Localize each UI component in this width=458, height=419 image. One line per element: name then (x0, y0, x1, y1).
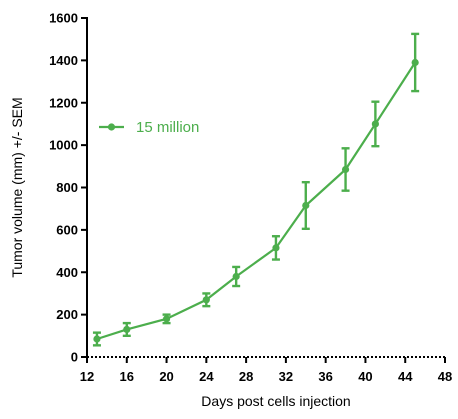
data-point (162, 315, 171, 323)
data-point (93, 335, 101, 343)
y-tick-label: 1200 (49, 95, 78, 110)
x-tick-label: 12 (80, 369, 94, 384)
data-point (202, 296, 210, 304)
y-tick-label: 800 (56, 180, 78, 195)
x-tick-label: 32 (279, 369, 293, 384)
series-line (96, 61, 417, 341)
axes: 0 200 400 600 800 1000 1200 1400 1600 12 16 20 24 28 3… (49, 11, 452, 385)
series-layer (92, 32, 420, 347)
y-axis-title: Tumor volume (mm) +/- SEM (9, 97, 25, 277)
data-point (272, 244, 280, 252)
y-tick-label: 1600 (49, 11, 78, 26)
y-tick-label: 600 (56, 222, 78, 237)
x-tick-label: 40 (358, 369, 372, 384)
y-tick-label: 1400 (49, 53, 78, 68)
x-tick-label: 16 (120, 369, 134, 384)
y-tick-label: 200 (56, 307, 78, 322)
y-tick-label: 1000 (49, 138, 78, 153)
x-axis-title: Days post cells injection (201, 393, 350, 409)
data-point (232, 272, 240, 281)
data-point (371, 120, 379, 128)
legend-marker (107, 123, 116, 131)
legend-label: 15 million (136, 119, 199, 136)
x-tick-label: 48 (438, 369, 452, 384)
x-tick-label: 24 (199, 369, 214, 384)
legend: 15 million (99, 119, 199, 136)
data-point (302, 201, 310, 210)
x-tick-label: 44 (398, 369, 413, 384)
data-point (411, 58, 419, 67)
x-tick-label: 36 (318, 369, 332, 384)
data-point (123, 325, 131, 334)
data-point (341, 165, 350, 174)
x-tick-label: 20 (159, 369, 173, 384)
x-tick-label: 28 (239, 369, 253, 384)
y-tick-label: 0 (71, 350, 78, 365)
y-tick-label: 400 (56, 265, 78, 280)
